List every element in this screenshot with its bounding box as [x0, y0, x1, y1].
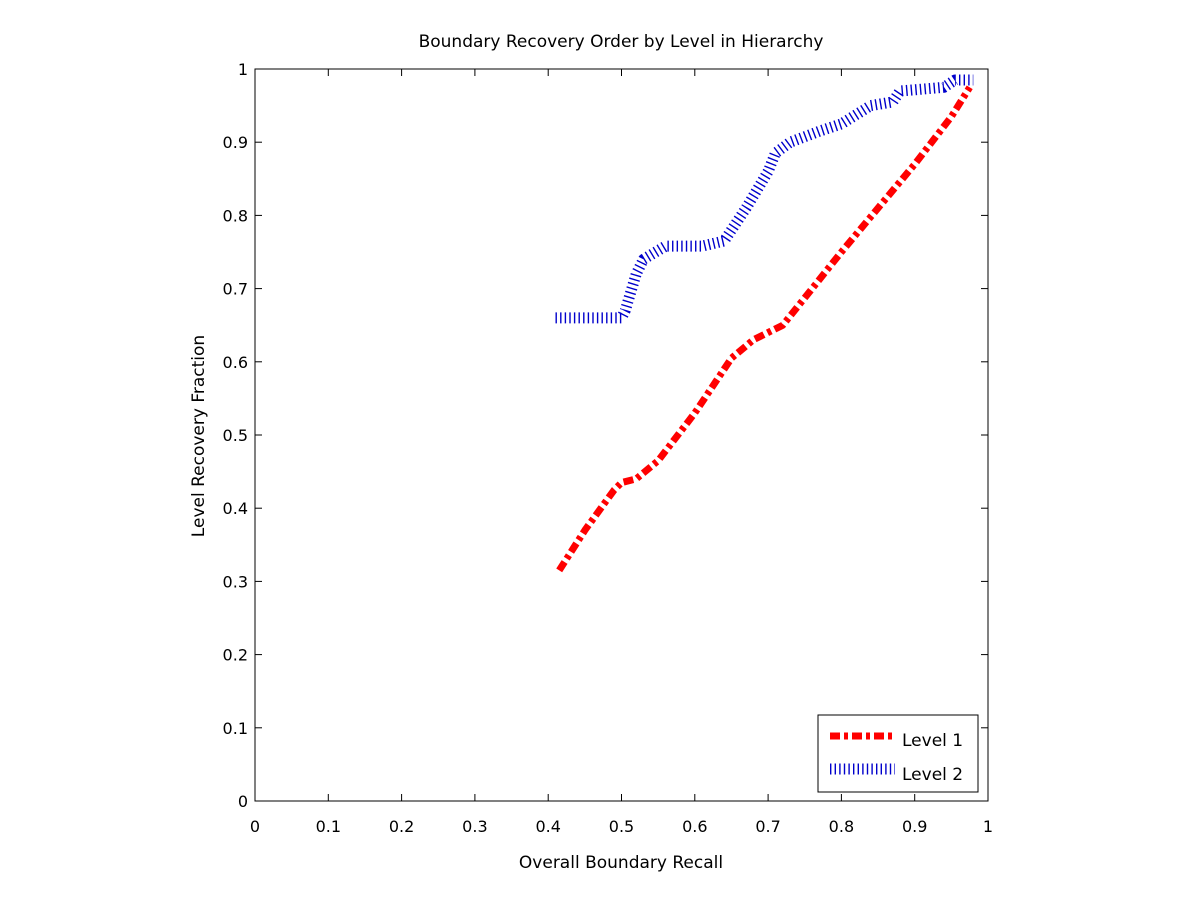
series-line-level-2	[555, 74, 974, 324]
y-tick-label: 0.8	[223, 206, 248, 225]
x-tick-label: 0.1	[316, 817, 341, 836]
x-axis-label: Overall Boundary Recall	[519, 853, 723, 873]
y-tick-label: 0.7	[223, 280, 248, 299]
series-line-level-1	[556, 85, 973, 573]
y-tick-label: 1	[238, 60, 248, 79]
x-tick-label: 0.5	[609, 817, 634, 836]
ticks-layer: 0 0.1 0.2 0.3 0.4 0.5 0.6 0.7 0.8 0.9 1 0 0.1 0.2 0.3 0…	[223, 60, 994, 836]
y-tick-label: 0.2	[223, 646, 248, 665]
x-tick-label: 0.4	[535, 817, 560, 836]
y-tick-label: 0.4	[223, 499, 248, 518]
y-tick-label: 0.3	[223, 572, 248, 591]
x-tick-label: 0.7	[755, 817, 780, 836]
chart-title: Boundary Recovery Order by Level in Hier…	[419, 32, 824, 52]
plot-area-frame	[254, 68, 989, 802]
y-tick-label: 0.5	[223, 426, 248, 445]
legend: Level 1 Level 2	[817, 714, 979, 793]
x-tick-label: 0.8	[829, 817, 854, 836]
x-tick-label: 0.9	[902, 817, 927, 836]
y-tick-label: 0.6	[223, 353, 248, 372]
y-tick-label: 0.1	[223, 719, 248, 738]
legend-label-level-1: Level 1	[902, 731, 963, 751]
x-tick-label: 0.2	[389, 817, 414, 836]
legend-box	[817, 714, 979, 793]
x-tick-label: 0.3	[462, 817, 487, 836]
x-tick-label: 1	[983, 817, 993, 836]
y-tick-label: 0.9	[223, 133, 248, 152]
legend-label-level-2: Level 2	[902, 765, 963, 785]
x-tick-label: 0	[250, 817, 260, 836]
x-tick-label: 0.6	[682, 817, 707, 836]
series-layer	[555, 74, 974, 573]
y-axis-label: Level Recovery Fraction	[189, 335, 209, 537]
y-tick-label: 0	[238, 792, 248, 811]
